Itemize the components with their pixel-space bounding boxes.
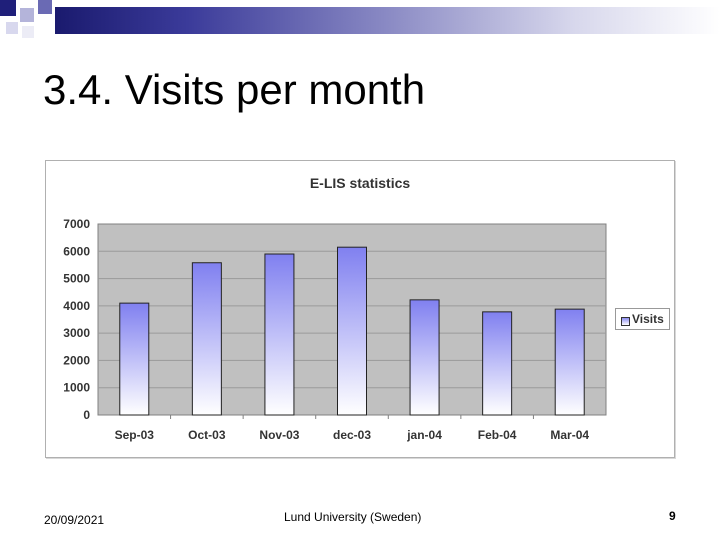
chart-area: E-LIS statistics 0 1000 2000 3000 4000 5000 60… — [45, 160, 675, 458]
bar — [554, 308, 585, 416]
decor-square — [0, 0, 16, 16]
footer-date: 20/09/2021 — [44, 513, 105, 527]
x-tick-label: Feb-04 — [478, 428, 517, 442]
slide-title: 3.4. Visits per month — [43, 66, 426, 113]
decor-square — [22, 26, 34, 38]
decorative-header-band — [0, 0, 720, 40]
decor-square — [6, 22, 18, 34]
decor-square — [20, 8, 34, 22]
bar — [119, 302, 150, 416]
x-tick-label: Mar-04 — [550, 428, 589, 442]
y-tick-label: 6000 — [63, 244, 90, 258]
decor-square — [38, 0, 52, 14]
bar — [482, 311, 513, 416]
bar — [409, 299, 440, 416]
footer-institution: Lund University (Sweden) — [284, 510, 422, 524]
x-tick-label: jan-04 — [406, 428, 442, 442]
x-tick-label: Oct-03 — [188, 428, 226, 442]
legend-swatch — [621, 317, 630, 326]
y-tick-label: 2000 — [63, 353, 90, 367]
bar — [264, 253, 295, 416]
y-tick-label: 7000 — [63, 217, 90, 231]
chart-legend: Visits — [615, 308, 670, 330]
x-tick-label: dec-03 — [333, 428, 371, 442]
header-gradient-bar — [55, 7, 720, 34]
y-tick-label: 5000 — [63, 272, 90, 286]
page-number: 9 — [669, 509, 676, 523]
x-tick-label: Sep-03 — [115, 428, 155, 442]
bar-chart: 0 1000 2000 3000 4000 5000 6000 7000 Sep-03 Oct-0… — [63, 217, 607, 442]
x-tick-label: Nov-03 — [259, 428, 299, 442]
y-tick-label: 3000 — [63, 326, 90, 340]
bar — [337, 246, 367, 416]
y-tick-label: 1000 — [63, 381, 90, 395]
bar — [191, 262, 222, 416]
y-tick-label: 4000 — [63, 299, 90, 313]
y-tick-label: 0 — [83, 408, 90, 422]
legend-label: Visits — [632, 312, 664, 326]
chart-title: E-LIS statistics — [309, 175, 411, 191]
